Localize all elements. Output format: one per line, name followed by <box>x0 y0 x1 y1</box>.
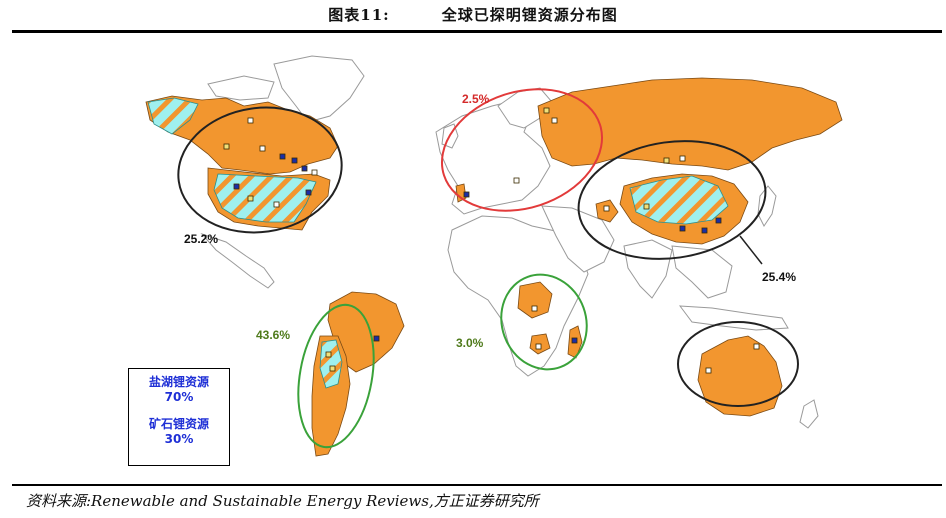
deposit-marker <box>273 201 280 208</box>
deposit-marker <box>329 365 336 372</box>
middle-east-land <box>541 205 615 273</box>
deposit-marker <box>373 335 380 342</box>
canadian-arctic-islands <box>207 75 275 101</box>
deposit-marker <box>715 217 722 224</box>
deposit-marker <box>305 189 312 196</box>
russia-resource <box>537 77 843 171</box>
deposit-marker <box>705 367 712 374</box>
deposit-marker <box>571 337 578 344</box>
deposit-marker <box>301 165 308 172</box>
deposit-marker <box>531 305 538 312</box>
usa-brine-zone <box>213 173 317 223</box>
africa-land <box>447 215 589 377</box>
deposit-marker <box>233 183 240 190</box>
figure-title-text: 全球已探明锂资源分布图 <box>441 6 618 24</box>
legend-brine: 盐湖锂资源 70% <box>129 375 229 405</box>
deposit-marker <box>463 191 470 198</box>
deposit-marker <box>543 107 550 114</box>
deposit-marker <box>513 177 520 184</box>
deposit-marker <box>247 195 254 202</box>
asia-leader-line <box>739 235 763 265</box>
andes-brine-zone <box>319 339 343 389</box>
deposit-marker <box>223 143 230 150</box>
china-brine-zone <box>629 175 729 225</box>
region-pct-africa: 3.0% <box>456 336 484 350</box>
figure-number: 图表11: <box>328 6 390 24</box>
north-america-circle <box>177 106 343 234</box>
asia-circle <box>577 140 767 260</box>
portugal-resource <box>455 183 467 203</box>
new-zealand-land <box>799 399 819 429</box>
deposit-marker <box>663 157 670 164</box>
source-note: 资料来源:Renewable and Sustainable Energy Re… <box>26 492 539 510</box>
deposit-marker <box>311 169 318 176</box>
deposit-marker <box>603 205 610 212</box>
southeast-asia-land <box>671 245 733 299</box>
bottom-rule <box>12 484 942 486</box>
deposit-marker <box>701 227 708 234</box>
map-legend: 盐湖锂资源 70% 矿石锂资源 30% <box>128 368 230 466</box>
south-america-circle <box>297 303 375 449</box>
deposit-marker <box>643 203 650 210</box>
deposit-marker <box>679 155 686 162</box>
congo-resource <box>517 281 553 319</box>
australia-resource <box>697 335 783 417</box>
region-pct-south-america: 43.6% <box>256 328 291 342</box>
deposit-marker <box>291 157 298 164</box>
europe-circle <box>440 88 604 212</box>
region-pct-asia: 25.4% <box>762 270 797 284</box>
legend-ore-pct: 30% <box>164 432 194 446</box>
deposit-marker <box>279 153 286 160</box>
figure-title: 图表11: 全球已探明锂资源分布图 <box>0 4 946 28</box>
canada-alaska-resource <box>145 95 339 175</box>
deposit-marker <box>753 343 760 350</box>
deposit-marker <box>259 145 266 152</box>
japan-land <box>757 185 777 227</box>
deposit-marker <box>551 117 558 124</box>
legend-brine-pct: 70% <box>164 390 194 404</box>
deposit-marker <box>325 351 332 358</box>
deposit-marker <box>535 343 542 350</box>
australia-circle <box>677 321 799 407</box>
canada-brine-zone <box>147 97 199 135</box>
africa-circle <box>500 273 588 371</box>
central-america-land <box>200 232 275 289</box>
region-pct-north-america: 25.2% <box>184 232 219 246</box>
greenland-land <box>273 55 365 123</box>
region-pct-europe: 2.5% <box>462 92 490 106</box>
indonesia-land <box>678 305 789 331</box>
legend-brine-name: 盐湖锂资源 <box>148 375 209 389</box>
deposit-marker <box>679 225 686 232</box>
legend-ore-name: 矿石锂资源 <box>148 417 209 431</box>
world-map <box>145 55 843 457</box>
top-rule <box>12 30 942 33</box>
deposit-marker <box>247 117 254 124</box>
india-land <box>623 239 673 299</box>
legend-ore: 矿石锂资源 30% <box>129 417 229 447</box>
